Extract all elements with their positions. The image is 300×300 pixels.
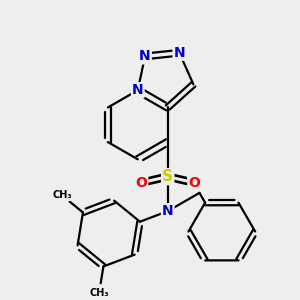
Text: N: N [132,83,144,97]
Text: N: N [173,46,185,60]
Text: N: N [139,50,151,63]
Text: CH₃: CH₃ [89,288,109,298]
Text: CH₃: CH₃ [52,190,72,200]
Text: N: N [162,204,173,218]
Text: S: S [162,169,173,184]
Text: O: O [135,176,147,190]
Text: O: O [188,176,200,190]
